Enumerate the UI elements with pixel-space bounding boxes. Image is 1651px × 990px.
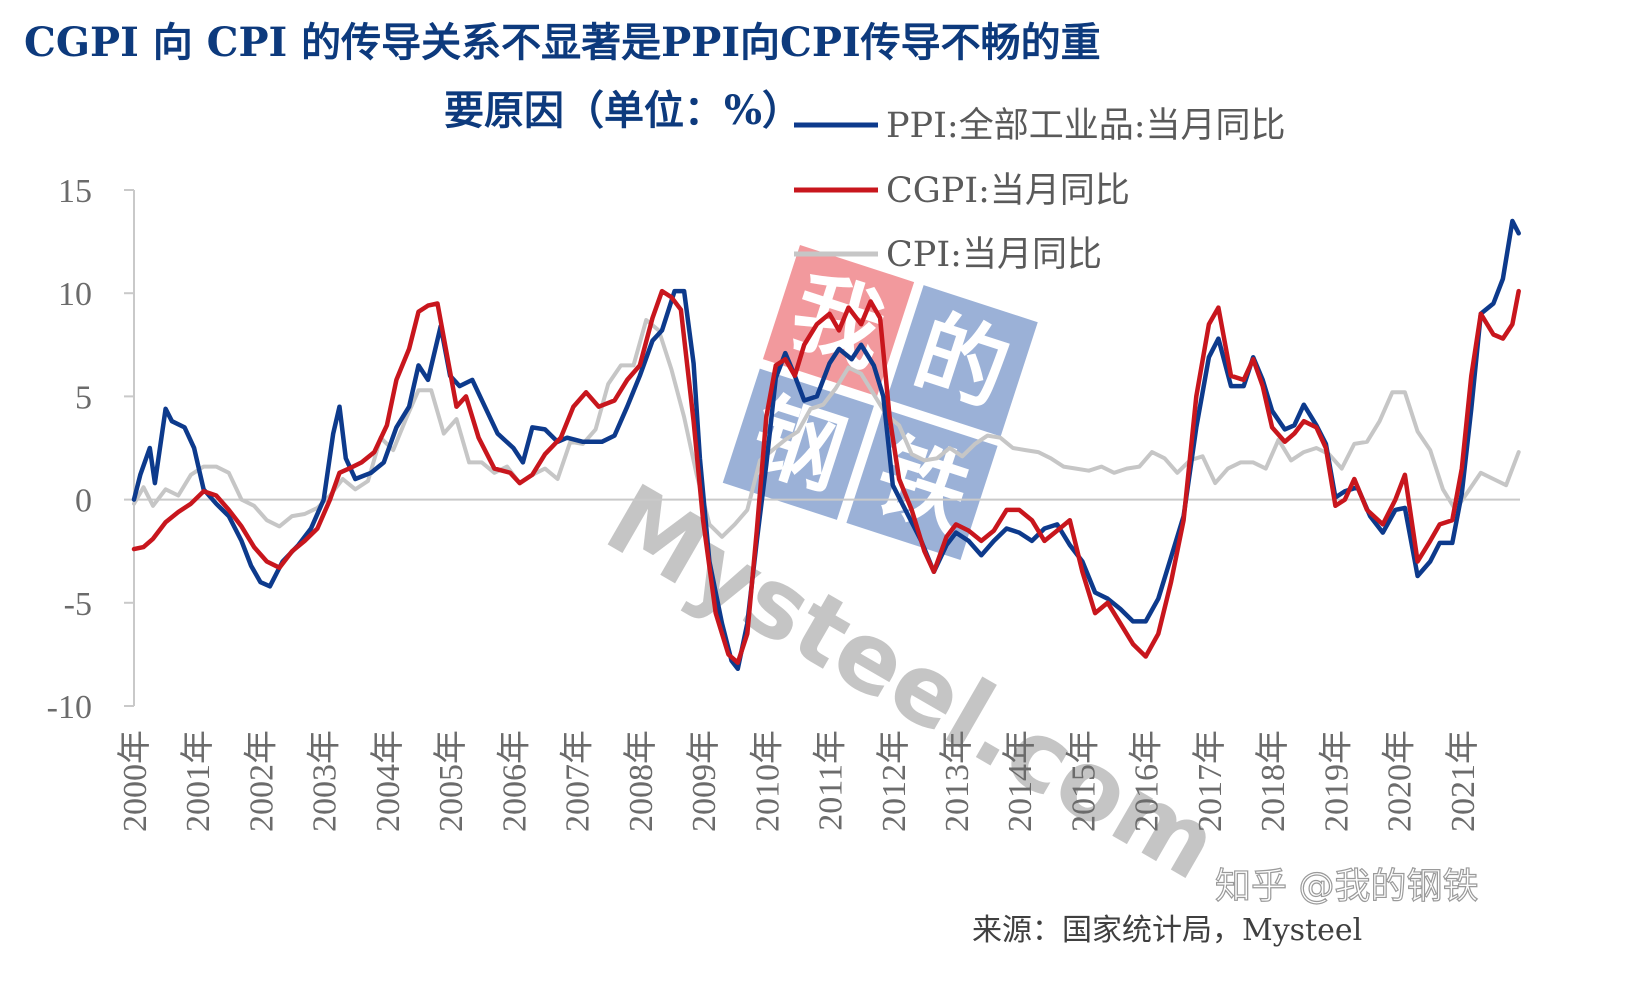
x-tick-label: 2009年 [685,730,723,832]
x-tick-label: 2016年 [1128,730,1166,832]
legend-label-ppi: PPI:全部工业品:当月同比 [886,106,1286,146]
x-tick-label: 2012年 [875,730,913,832]
x-tick-label: 2021年 [1444,730,1482,832]
chart-title-line1: CGPI 向 CPI 的传导关系不显著是PPI向CPI传导不畅的重 [24,19,1101,66]
x-tick-label: 2008年 [622,730,660,832]
series-group [131,218,1521,672]
x-tick-label: 2003年 [306,730,344,832]
y-tick-label: 5 [75,379,92,416]
zhihu-watermark: 知乎 @我的钢铁 [1215,866,1478,907]
x-tick-label: 2013年 [938,730,976,832]
watermark-tile-2 [886,285,1038,437]
x-tick-label: 2005年 [432,730,470,832]
x-tick-label: 2011年 [812,730,850,831]
source-note: 来源：国家统计局，Mysteel [972,913,1362,948]
x-tick-label: 2017年 [1191,730,1229,832]
chart-title-line2: 要原因（单位：%） [444,87,802,134]
y-tick-label: -10 [47,689,92,726]
x-tick-label: 2000年 [116,730,154,832]
y-tick-label: 10 [58,276,92,313]
x-tick-label: 2014年 [1001,730,1039,832]
x-tick-label: 2018年 [1254,730,1292,832]
legend-label-cgpi: CGPI:当月同比 [886,171,1130,211]
y-tick-label: -5 [64,586,92,623]
x-tick-label: 2019年 [1317,730,1355,832]
watermark-tile-4 [846,408,998,561]
y-tick-label: 0 [75,483,92,520]
x-tick-label: 2002年 [242,730,280,832]
x-tick-label: 2010年 [748,730,786,832]
x-tick-label: 2020年 [1381,730,1419,832]
x-axis-ticks: 2000年 2001年 2002年 2003年 2004年 2005年 2006年 2007年… [116,730,1482,832]
y-axis-ticks: 15 10 5 0 -5 -10 [47,173,134,726]
series-line-ppi [131,218,1521,672]
x-tick-label: 2015年 [1064,730,1102,832]
legend-label-cpi: CPI:当月同比 [886,235,1102,275]
x-tick-label: 2006年 [495,730,533,832]
x-tick-label: 2001年 [179,730,217,832]
x-tick-label: 2007年 [559,730,597,832]
y-tick-label: 15 [58,173,92,210]
series-line-cpi [132,318,1521,539]
x-tick-label: 2004年 [369,730,407,832]
legend: PPI:全部工业品:当月同比 CGPI:当月同比 CPI:当月同比 [794,106,1286,275]
series-line-cgpi [131,288,1521,665]
